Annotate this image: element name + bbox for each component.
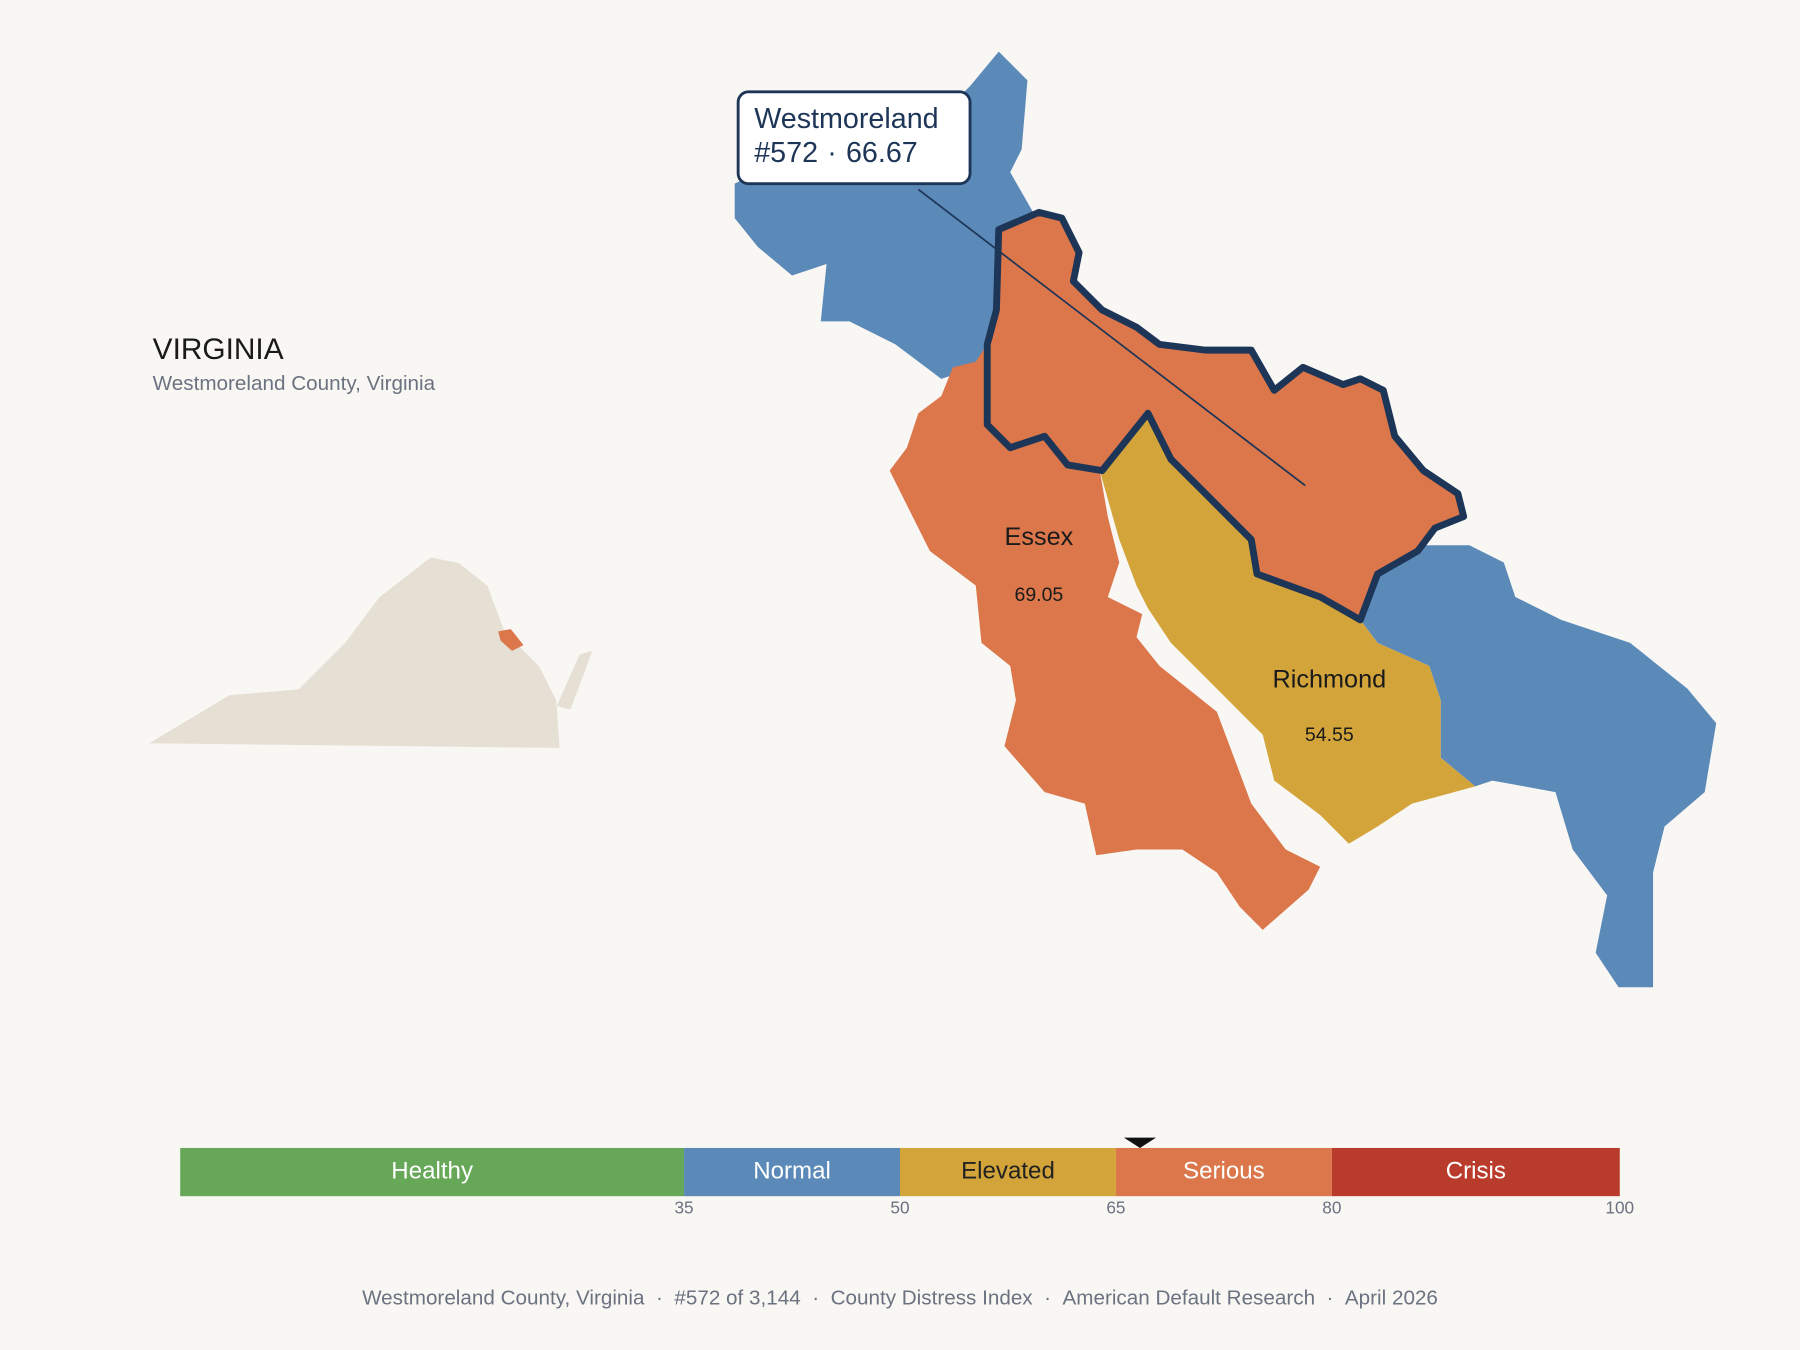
county-label: Essex — [1005, 523, 1074, 551]
tick-label: 50 — [890, 1197, 909, 1217]
subtitle: Westmoreland County, Virginia — [153, 372, 436, 395]
tick-label: 65 — [1106, 1197, 1125, 1217]
inset-highlight — [498, 629, 524, 651]
callout: Westmoreland #572 · 66.67 — [736, 90, 1306, 487]
title: VIRGINIA — [153, 333, 284, 366]
callout-box — [736, 90, 972, 186]
county-shape — [1360, 545, 1717, 988]
footer-separator: · — [812, 1287, 819, 1310]
county-shape — [1099, 413, 1476, 844]
county-map: Essex 69.05 Richmond 54.55 — [734, 51, 1717, 988]
footer: Westmoreland County, Virginia · #572 of 3,… — [362, 1287, 1438, 1310]
footer-item: County Distress Index — [831, 1287, 1034, 1310]
scale-band — [180, 1147, 685, 1197]
band-label: Serious — [1183, 1157, 1265, 1184]
callout-part: · — [827, 136, 837, 168]
tick-label: 100 — [1605, 1197, 1634, 1217]
scale-band — [1115, 1147, 1332, 1197]
county-value: 69.05 — [1014, 584, 1063, 606]
county-label: Richmond — [1272, 665, 1386, 693]
score-marker — [1123, 1137, 1157, 1148]
callout-stats: #572 · 66.67 — [754, 136, 918, 168]
band-label: Crisis — [1446, 1157, 1506, 1184]
band-label: Elevated — [961, 1157, 1055, 1184]
footer-separator: · — [656, 1287, 663, 1310]
state-shape — [144, 556, 561, 750]
highlighted-county[interactable] — [983, 208, 1468, 624]
footer-item: American Default Research — [1062, 1287, 1315, 1310]
callout-name: Westmoreland — [754, 103, 938, 135]
footer-item: Westmoreland County, Virginia — [362, 1287, 645, 1310]
state-inset — [144, 556, 593, 750]
footer-separator: · — [1327, 1287, 1334, 1310]
footer-separator: · — [1044, 1287, 1051, 1310]
callout-part: 66.67 — [846, 136, 918, 168]
scale-band — [900, 1147, 1116, 1197]
county-value: 54.55 — [1305, 724, 1354, 746]
state-shore — [556, 650, 593, 710]
tick-label: 35 — [674, 1197, 693, 1217]
band-label: Normal — [753, 1157, 831, 1184]
scale-band — [684, 1147, 900, 1197]
distress-scale: Healthy Normal Elevated Serious Crisis 35 50 65… — [180, 1137, 1634, 1217]
band-label: Healthy — [391, 1157, 473, 1184]
footer-item: #572 of 3,144 — [674, 1287, 800, 1310]
scale-band — [1331, 1147, 1620, 1197]
county-shape — [889, 344, 1321, 930]
footer-item: April 2026 — [1345, 1287, 1438, 1310]
tick-label: 80 — [1322, 1197, 1341, 1217]
callout-part: #572 — [754, 136, 818, 168]
callout-leader — [917, 188, 1306, 487]
